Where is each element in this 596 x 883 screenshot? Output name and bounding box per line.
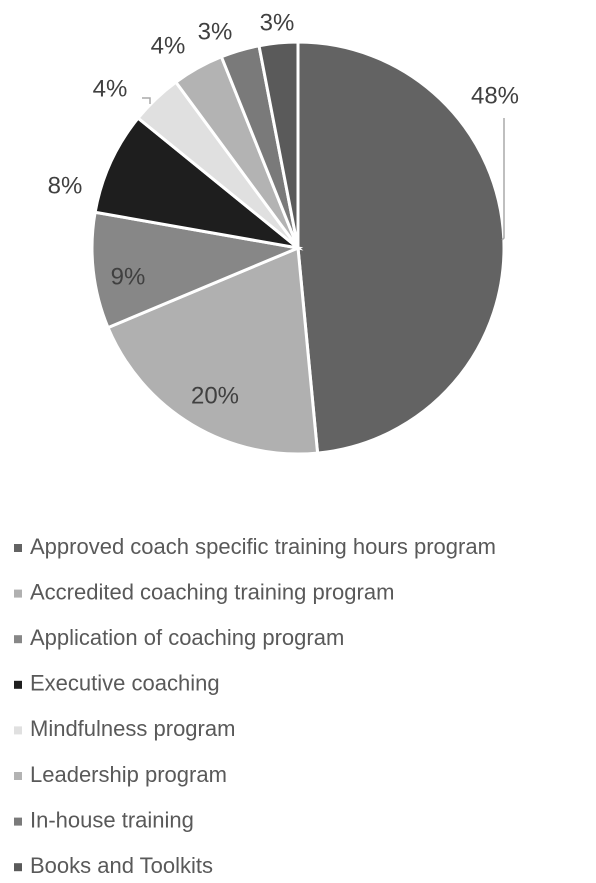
- data-label: 3%: [260, 9, 295, 36]
- legend-label: Mindfulness program: [30, 716, 235, 741]
- legend-label: Accredited coaching training program: [30, 579, 394, 604]
- legend-swatch: [14, 635, 22, 643]
- data-label: 8%: [48, 172, 83, 199]
- legend-swatch: [14, 772, 22, 780]
- data-label: 4%: [151, 32, 186, 59]
- legend-swatch: [14, 590, 22, 598]
- data-label: 20%: [191, 382, 239, 409]
- legend-label: Approved coach specific training hours p…: [30, 534, 496, 559]
- legend-swatch: [14, 681, 22, 689]
- data-label: 3%: [198, 18, 233, 45]
- legend-label: Leadership program: [30, 762, 227, 787]
- data-label: 9%: [111, 263, 146, 290]
- legend-swatch: [14, 544, 22, 552]
- legend-swatch: [14, 863, 22, 871]
- data-label: 48%: [471, 82, 519, 109]
- legend-label: Application of coaching program: [30, 625, 344, 650]
- data-label: 4%: [93, 75, 128, 102]
- legend-swatch: [14, 818, 22, 826]
- legend-swatch: [14, 726, 22, 734]
- chart: 48% 20% 9% 8% 4% 4% 3% 3% Approved coach specifi…: [0, 0, 596, 878]
- legend-label: Books and Toolkits: [30, 853, 213, 878]
- legend-label: In-house training: [30, 807, 194, 832]
- legend-label: Executive coaching: [30, 671, 220, 696]
- leader-line: [142, 98, 150, 104]
